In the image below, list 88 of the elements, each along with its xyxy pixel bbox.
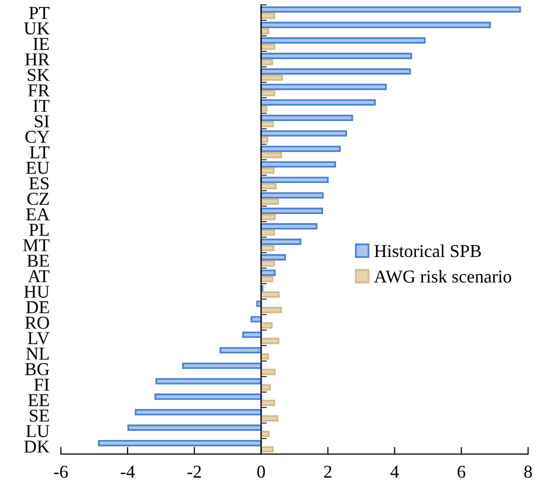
- bar: [260, 270, 276, 276]
- y-tick-label: LT: [30, 146, 50, 158]
- bar: [260, 254, 286, 260]
- y-tick-label: SK: [28, 68, 50, 81]
- bar: [260, 68, 411, 75]
- bar: [242, 332, 262, 338]
- bar: [260, 90, 276, 96]
- bar: [220, 347, 262, 354]
- bar: [155, 378, 262, 384]
- bar: [260, 260, 275, 267]
- bar: [260, 176, 329, 184]
- bar: [260, 182, 277, 190]
- y-tick-label: HR: [25, 53, 50, 66]
- bar: [260, 99, 376, 106]
- x-tick-label: -2: [187, 466, 201, 478]
- y-tick-label: IT: [33, 100, 50, 112]
- bar: [260, 291, 280, 298]
- y-tick-label: EE: [28, 394, 49, 406]
- bar: [260, 52, 412, 60]
- y-tick-label: PT: [29, 7, 50, 19]
- legend-label: Historical SPB: [374, 244, 481, 258]
- bar: [260, 400, 275, 406]
- bar: [260, 306, 282, 314]
- y-tick-label: NL: [26, 348, 49, 360]
- y-tick-label: CY: [25, 130, 50, 143]
- bar: [260, 430, 270, 438]
- y-tick-label: AT: [28, 270, 50, 282]
- bar: [260, 338, 280, 344]
- bar: [260, 6, 521, 13]
- y-tick-label: DE: [26, 301, 49, 314]
- y-tick-label: MT: [23, 239, 50, 252]
- bar: [134, 409, 262, 416]
- bar: [260, 238, 302, 245]
- y-tick-label: EA: [26, 208, 50, 220]
- y-tick-label: DK: [24, 440, 50, 453]
- y-tick-label: BE: [27, 254, 49, 267]
- bar: [182, 362, 262, 369]
- y-tick-label: SI: [34, 115, 50, 128]
- y-tick-label: CZ: [27, 192, 49, 205]
- y-tick-label: PL: [29, 224, 49, 236]
- bar: [98, 440, 262, 446]
- bar: [260, 229, 275, 236]
- bar: [260, 244, 274, 252]
- bar: [260, 120, 274, 128]
- x-tick-label: -6: [54, 466, 68, 478]
- x-tick-label: 8: [524, 466, 532, 478]
- x-tick-label: 4: [390, 466, 399, 478]
- bar: [260, 58, 273, 66]
- bar: [260, 446, 274, 453]
- bar: [260, 28, 270, 34]
- y-tick-label: LV: [28, 332, 50, 344]
- y-tick-label: EU: [26, 162, 50, 174]
- bar: [260, 161, 336, 168]
- bar: [260, 198, 279, 205]
- bar: [260, 22, 491, 28]
- bar: [260, 105, 268, 112]
- y-tick-label: RO: [25, 316, 49, 329]
- bar: [250, 316, 262, 322]
- bar: [260, 43, 276, 50]
- bar: [260, 146, 341, 152]
- bar: [260, 192, 324, 199]
- x-tick-label: 6: [458, 466, 466, 478]
- bar: [260, 84, 387, 90]
- bar: [260, 208, 324, 214]
- y-tick-label: ES: [29, 177, 49, 190]
- bar: [260, 12, 276, 19]
- y-tick-label: FR: [28, 84, 50, 96]
- y-tick-label: SE: [30, 410, 49, 422]
- y-tick-label: IE: [33, 38, 49, 50]
- bar: [260, 130, 348, 137]
- y-tick-label: BG: [25, 363, 50, 376]
- bar: [260, 223, 318, 230]
- bar: [154, 394, 262, 400]
- y-tick-label: UK: [24, 22, 50, 35]
- y-tick-label: LU: [26, 425, 50, 438]
- y-tick-label: FI: [34, 378, 50, 391]
- bar: [260, 415, 278, 422]
- x-tick-label: 2: [324, 466, 332, 478]
- x-tick-label: 0: [257, 466, 265, 478]
- bar: [260, 74, 283, 81]
- legend-label: AWG risk scenario: [374, 270, 512, 283]
- bar: [127, 424, 262, 431]
- x-tick-label: -4: [120, 466, 135, 478]
- bar: [260, 276, 274, 282]
- bar: [260, 37, 426, 44]
- bar: [260, 152, 282, 158]
- y-tick-label: HU: [24, 286, 50, 298]
- bar: [260, 114, 354, 122]
